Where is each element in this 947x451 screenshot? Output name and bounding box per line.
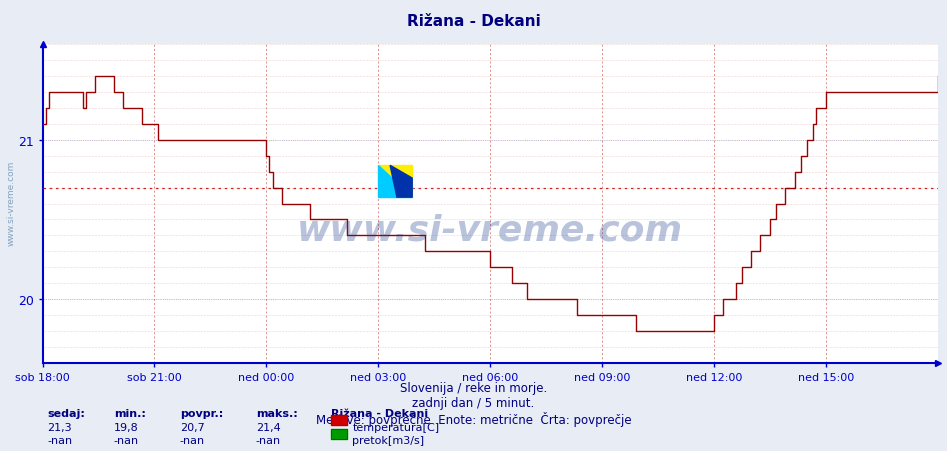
- Text: -nan: -nan: [256, 435, 281, 445]
- Text: -nan: -nan: [180, 435, 205, 445]
- Text: min.:: min.:: [114, 408, 146, 418]
- Polygon shape: [378, 166, 412, 198]
- Text: sedaj:: sedaj:: [47, 408, 85, 418]
- Text: temperatura[C]: temperatura[C]: [352, 422, 439, 432]
- Text: Rižana - Dekani: Rižana - Dekani: [406, 14, 541, 28]
- Text: Slovenija / reke in morje.: Slovenija / reke in morje.: [400, 381, 547, 394]
- Polygon shape: [390, 166, 412, 198]
- Text: zadnji dan / 5 minut.: zadnji dan / 5 minut.: [412, 396, 535, 409]
- Text: maks.:: maks.:: [256, 408, 297, 418]
- Text: -nan: -nan: [47, 435, 73, 445]
- Text: -nan: -nan: [114, 435, 139, 445]
- Text: 19,8: 19,8: [114, 422, 138, 432]
- Text: povpr.:: povpr.:: [180, 408, 223, 418]
- Text: pretok[m3/s]: pretok[m3/s]: [352, 435, 424, 445]
- Text: 21,3: 21,3: [47, 422, 72, 432]
- Text: Meritve: povprečne  Enote: metrične  Črta: povprečje: Meritve: povprečne Enote: metrične Črta:…: [315, 411, 632, 426]
- Text: www.si-vreme.com: www.si-vreme.com: [7, 161, 16, 245]
- Text: Rižana - Dekani: Rižana - Dekani: [331, 408, 429, 418]
- Polygon shape: [378, 166, 412, 198]
- Text: www.si-vreme.com: www.si-vreme.com: [297, 212, 683, 247]
- Text: 21,4: 21,4: [256, 422, 280, 432]
- Text: 20,7: 20,7: [180, 422, 205, 432]
